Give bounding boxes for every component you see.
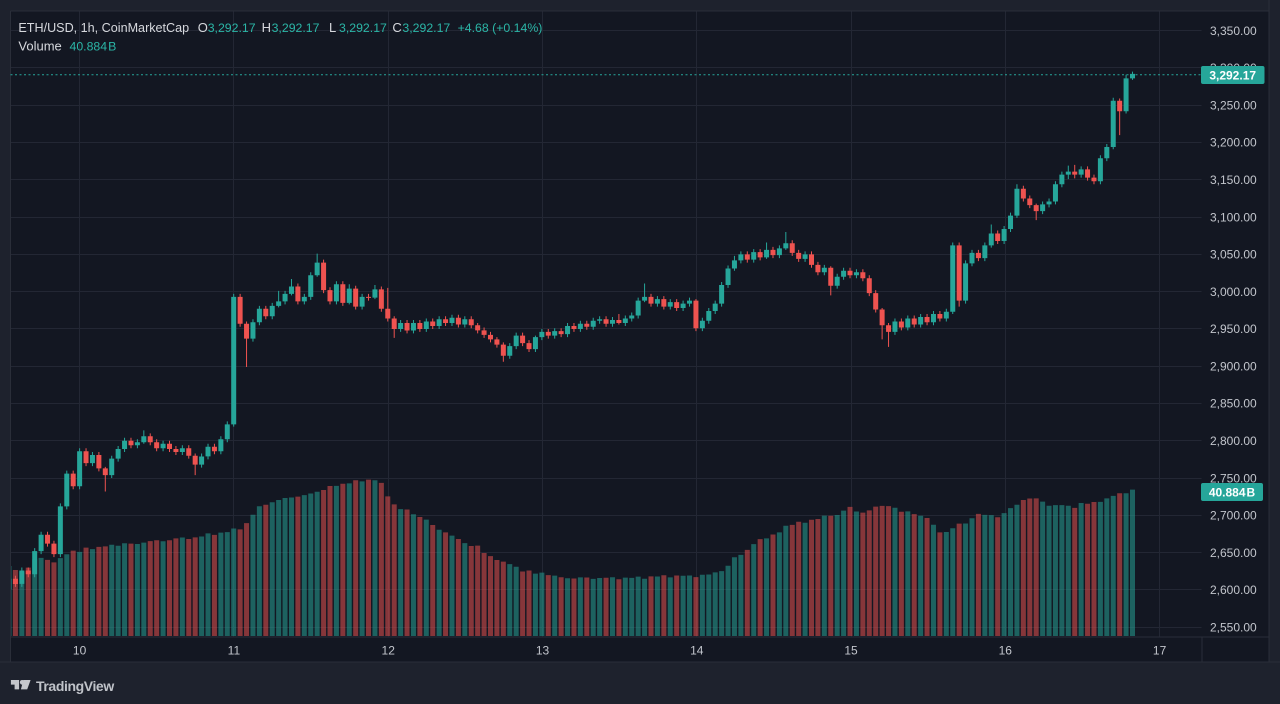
- svg-text:3,292.17: 3,292.17: [402, 21, 450, 35]
- svg-text:14: 14: [690, 644, 704, 658]
- svg-text:ETH/USD, 1h, CoinMarketCap: ETH/USD, 1h, CoinMarketCap: [18, 21, 189, 35]
- svg-text:3,292.17: 3,292.17: [208, 21, 256, 35]
- svg-text:2,700.00: 2,700.00: [1210, 509, 1257, 523]
- svg-text:11: 11: [228, 644, 241, 658]
- svg-text:3,050.00: 3,050.00: [1210, 248, 1257, 262]
- svg-text:16: 16: [999, 644, 1013, 658]
- svg-text:2,900.00: 2,900.00: [1210, 359, 1257, 373]
- svg-text:3,000.00: 3,000.00: [1210, 285, 1257, 299]
- svg-text:13: 13: [536, 644, 550, 658]
- svg-text:17: 17: [1153, 644, 1167, 658]
- svg-text:2,750.00: 2,750.00: [1210, 471, 1257, 485]
- svg-text:3,350.00: 3,350.00: [1210, 24, 1257, 38]
- svg-text:3,292.17: 3,292.17: [1209, 68, 1256, 82]
- svg-text:3,292.17: 3,292.17: [339, 21, 387, 35]
- svg-text:Volume: Volume: [18, 39, 61, 54]
- svg-text:C: C: [392, 20, 401, 35]
- svg-text:40.884 B: 40.884 B: [70, 40, 117, 54]
- svg-text:2,950.00: 2,950.00: [1210, 322, 1257, 336]
- svg-text:2,600.00: 2,600.00: [1210, 583, 1257, 597]
- svg-text:H: H: [262, 20, 271, 35]
- svg-text:3,250.00: 3,250.00: [1210, 99, 1257, 113]
- svg-text:2,650.00: 2,650.00: [1210, 546, 1257, 560]
- svg-text:2,850.00: 2,850.00: [1210, 397, 1257, 411]
- svg-text:2,550.00: 2,550.00: [1210, 620, 1257, 634]
- svg-text:2,800.00: 2,800.00: [1210, 434, 1257, 448]
- svg-text:O: O: [198, 20, 208, 35]
- svg-text:3,292.17: 3,292.17: [272, 21, 320, 35]
- svg-text:3,150.00: 3,150.00: [1210, 173, 1257, 187]
- svg-text:10: 10: [73, 644, 87, 658]
- svg-text:12: 12: [382, 644, 396, 658]
- svg-text:3,100.00: 3,100.00: [1210, 210, 1257, 224]
- svg-text:+4.68 (+0.14%): +4.68 (+0.14%): [458, 21, 543, 35]
- svg-text:TradingView: TradingView: [36, 678, 114, 694]
- svg-text:40.884 B: 40.884 B: [1209, 485, 1256, 499]
- svg-text:L: L: [329, 20, 336, 35]
- svg-text:15: 15: [844, 644, 858, 658]
- svg-text:3,200.00: 3,200.00: [1210, 136, 1257, 150]
